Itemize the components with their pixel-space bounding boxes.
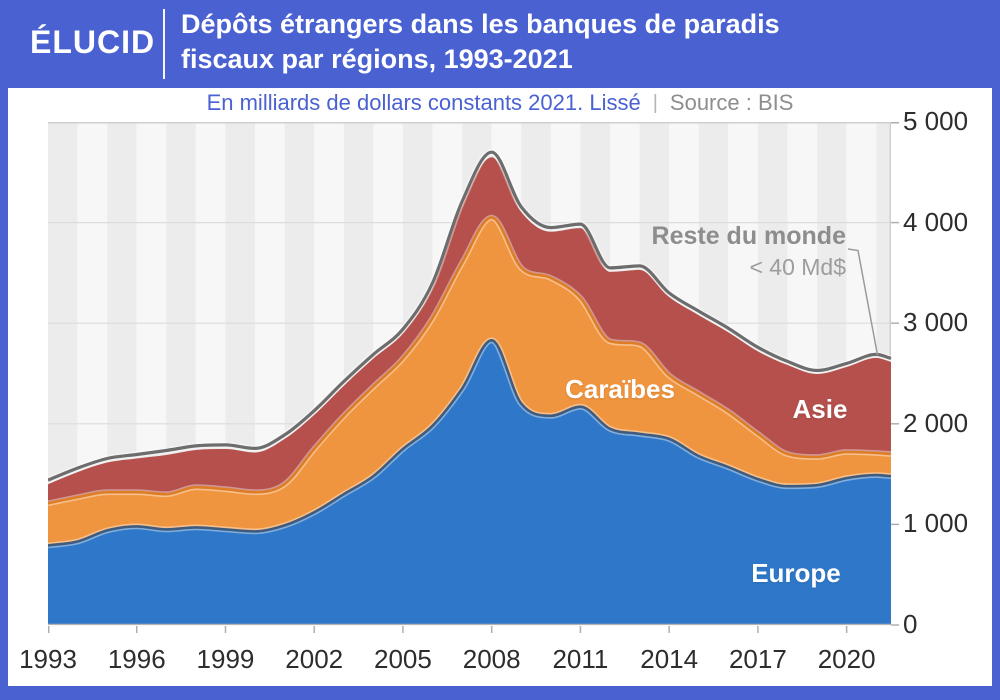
annotation-pointer-line bbox=[847, 248, 879, 356]
reste-du-monde-annotation: Reste du monde bbox=[651, 222, 846, 250]
subtitle-text: En milliards de dollars constants 2021. … bbox=[206, 90, 641, 115]
reste-du-monde-value: < 40 Md$ bbox=[749, 254, 846, 280]
stacked-area-chart bbox=[48, 122, 899, 633]
y-tick-label: 0 bbox=[903, 609, 918, 639]
y-tick-label: 5 000 bbox=[903, 106, 969, 136]
x-tick-label: 2011 bbox=[552, 644, 609, 674]
y-tick-label: 1 000 bbox=[903, 508, 969, 539]
y-tick-label: 3 000 bbox=[903, 307, 969, 338]
y-tick-label: 2 000 bbox=[903, 407, 969, 438]
elucid-logo: ÉLUCID bbox=[30, 24, 156, 60]
source-text: Source : BIS bbox=[669, 90, 794, 115]
x-tick-label: 1999 bbox=[196, 644, 255, 674]
y-tick-label: 4 000 bbox=[903, 206, 969, 237]
x-tick-label: 2017 bbox=[728, 644, 787, 674]
x-tick-label: 1993 bbox=[19, 644, 77, 674]
title-line-1: Dépôts étrangers dans les banques de par… bbox=[181, 9, 780, 39]
x-tick-label: 2008 bbox=[462, 644, 521, 674]
subtitle-row: En milliards de dollars constants 2021. … bbox=[8, 88, 992, 118]
edge-stroke bbox=[48, 216, 892, 505]
x-tick-label: 2020 bbox=[817, 644, 876, 674]
page-title: Dépôts étrangers dans les banques de par… bbox=[181, 7, 971, 77]
logo-separator bbox=[163, 9, 165, 79]
europe-area-label: Europe bbox=[751, 558, 841, 588]
edge-stroke bbox=[48, 339, 892, 547]
x-tick-label: 2014 bbox=[640, 644, 699, 674]
x-tick-label: 2002 bbox=[285, 644, 344, 674]
asie-area-label: Asie bbox=[792, 394, 848, 424]
frame-border-left bbox=[0, 88, 8, 686]
edge-stroke bbox=[48, 150, 892, 482]
frame-border-right bbox=[992, 88, 1000, 686]
title-line-2: fiscaux par régions, 1993-2021 bbox=[181, 44, 573, 74]
footer-band: www.elucid.media bbox=[0, 686, 1000, 700]
subtitle-separator: | bbox=[652, 91, 658, 114]
x-tick-label: 1996 bbox=[107, 644, 166, 674]
area-1 bbox=[48, 340, 891, 625]
caraibes-area-label: Caraïbes bbox=[565, 374, 675, 404]
header-band: ÉLUCID Dépôts étrangers dans les banques… bbox=[0, 0, 1000, 88]
x-tick-label: 2005 bbox=[374, 644, 432, 674]
